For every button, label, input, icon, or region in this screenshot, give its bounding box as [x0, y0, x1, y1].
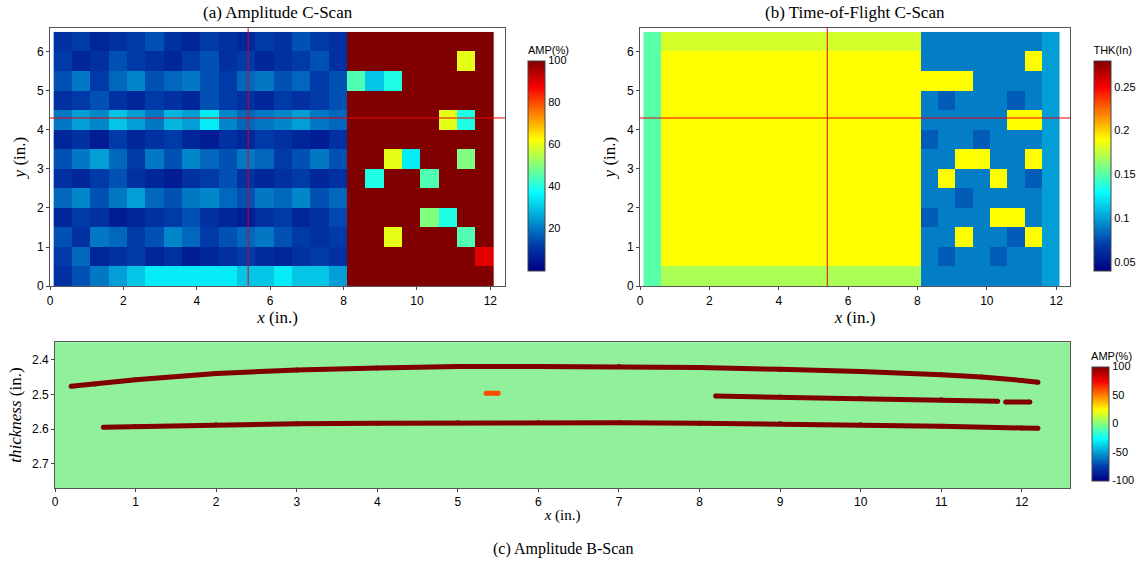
svg-text:0: 0 [52, 495, 59, 509]
svg-text:2: 2 [627, 201, 634, 215]
svg-text:7: 7 [616, 495, 623, 509]
svg-text:2.6: 2.6 [32, 422, 49, 436]
svg-text:2: 2 [120, 294, 127, 308]
svg-text:2: 2 [213, 495, 220, 509]
svg-text:thickness (in.): thickness (in.) [6, 367, 25, 462]
svg-text:3: 3 [627, 162, 634, 176]
svg-text:3: 3 [37, 162, 44, 176]
svg-text:3: 3 [293, 495, 300, 509]
svg-text:4: 4 [374, 495, 381, 509]
svg-text:8: 8 [340, 294, 347, 308]
svg-text:8: 8 [696, 495, 703, 509]
svg-text:80: 80 [548, 96, 560, 108]
svg-text:5: 5 [37, 84, 44, 98]
svg-text:AMP(%): AMP(%) [528, 44, 569, 56]
svg-text:2.4: 2.4 [32, 353, 49, 367]
svg-text:0.05: 0.05 [1114, 256, 1135, 268]
svg-text:0: 0 [1112, 417, 1118, 429]
svg-text:60: 60 [548, 138, 560, 150]
svg-text:10: 10 [410, 294, 424, 308]
svg-text:1: 1 [37, 240, 44, 254]
svg-text:4: 4 [37, 123, 44, 137]
svg-text:0: 0 [627, 279, 634, 293]
svg-text:1: 1 [627, 240, 634, 254]
svg-text:5: 5 [627, 84, 634, 98]
svg-text:100: 100 [1112, 360, 1130, 372]
svg-text:6: 6 [535, 495, 542, 509]
svg-text:4: 4 [193, 294, 200, 308]
svg-text:4: 4 [775, 294, 782, 308]
svg-text:-100: -100 [1112, 474, 1134, 486]
svg-text:2: 2 [37, 201, 44, 215]
svg-text:6: 6 [267, 294, 274, 308]
svg-text:5: 5 [455, 495, 462, 509]
svg-text:2: 2 [706, 294, 713, 308]
svg-text:(b) Time-of-Flight C-Scan: (b) Time-of-Flight C-Scan [765, 3, 945, 22]
svg-text:12: 12 [1015, 495, 1029, 509]
svg-text:-50: -50 [1112, 446, 1128, 458]
svg-text:y (in.): y (in.) [10, 137, 29, 180]
svg-text:40: 40 [548, 180, 560, 192]
svg-text:11: 11 [935, 495, 948, 509]
svg-text:0: 0 [37, 279, 44, 293]
svg-text:8: 8 [914, 294, 921, 308]
svg-text:10: 10 [854, 495, 868, 509]
svg-text:4: 4 [627, 123, 634, 137]
svg-text:0.1: 0.1 [1114, 212, 1129, 224]
svg-text:x (in.): x (in.) [834, 308, 876, 327]
svg-text:2.7: 2.7 [32, 457, 49, 471]
svg-text:y (in.): y (in.) [600, 137, 619, 180]
svg-text:6: 6 [627, 45, 634, 59]
svg-text:9: 9 [777, 495, 784, 509]
svg-text:1: 1 [132, 495, 139, 509]
svg-text:AMP(%): AMP(%) [1091, 350, 1132, 362]
svg-text:20: 20 [548, 222, 560, 234]
svg-text:2.5: 2.5 [32, 388, 49, 402]
svg-text:(a) Amplitude C-Scan: (a) Amplitude C-Scan [203, 3, 353, 22]
svg-text:0.15: 0.15 [1114, 168, 1135, 180]
svg-text:100: 100 [548, 54, 566, 66]
svg-text:50: 50 [1112, 389, 1124, 401]
svg-text:x (in.): x (in.) [256, 308, 298, 327]
svg-text:6: 6 [845, 294, 852, 308]
svg-text:12: 12 [484, 294, 498, 308]
svg-text:12: 12 [1049, 294, 1063, 308]
svg-text:THK(In): THK(In) [1093, 44, 1132, 56]
svg-text:0.25: 0.25 [1114, 81, 1135, 93]
svg-text:0.2: 0.2 [1114, 124, 1129, 136]
svg-text:0: 0 [47, 294, 54, 308]
svg-text:0: 0 [637, 294, 644, 308]
svg-text:(c) Amplitude B-Scan: (c) Amplitude B-Scan [493, 540, 633, 558]
svg-text:6: 6 [37, 45, 44, 59]
svg-text:10: 10 [980, 294, 994, 308]
svg-text:x (in.): x (in.) [544, 507, 581, 524]
